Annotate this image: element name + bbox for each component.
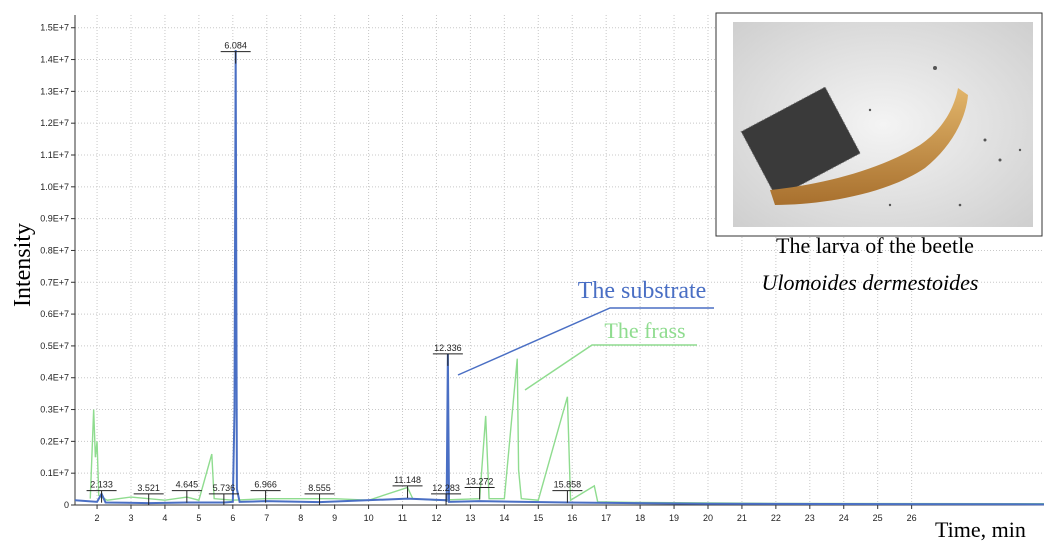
y-tick-label: 1.0E+7 bbox=[40, 182, 69, 192]
x-tick-label: 7 bbox=[264, 513, 269, 523]
y-tick-label: 1.4E+7 bbox=[40, 55, 69, 65]
y-tick-label: 1.3E+7 bbox=[40, 86, 69, 96]
x-axis-label: Time, min bbox=[935, 517, 1026, 541]
x-tick-label: 3 bbox=[128, 513, 133, 523]
y-tick-label: 0 bbox=[64, 500, 69, 510]
y-tick-label: 0.3E+7 bbox=[40, 405, 69, 415]
y-tick-label: 0.8E+7 bbox=[40, 245, 69, 255]
x-tick-label: 26 bbox=[907, 513, 917, 523]
peak-label: 2.133 bbox=[90, 480, 113, 490]
series-annotation: The frass bbox=[604, 318, 685, 343]
x-tick-label: 13 bbox=[465, 513, 475, 523]
x-tick-label: 4 bbox=[162, 513, 167, 523]
x-tick-label: 25 bbox=[873, 513, 883, 523]
y-tick-label: 0.9E+7 bbox=[40, 214, 69, 224]
peak-label: 12.336 bbox=[434, 343, 462, 353]
x-tick-label: 20 bbox=[703, 513, 713, 523]
y-tick-label: 0.6E+7 bbox=[40, 309, 69, 319]
peak-label: 6.966 bbox=[254, 480, 277, 490]
peak-label: 11.148 bbox=[394, 475, 421, 485]
peak-label: 4.645 bbox=[176, 480, 199, 490]
x-tick-label: 18 bbox=[635, 513, 645, 523]
y-tick-label: 0.7E+7 bbox=[40, 277, 69, 287]
x-tick-label: 16 bbox=[567, 513, 577, 523]
inset-photo: The larva of the beetle Ulomoides dermes… bbox=[716, 13, 1042, 295]
y-tick-label: 0.2E+7 bbox=[40, 436, 69, 446]
peak-label: 3.521 bbox=[137, 483, 160, 493]
x-tick-label: 10 bbox=[364, 513, 374, 523]
y-tick-label: 1.1E+7 bbox=[40, 150, 69, 160]
peak-label: 8.555 bbox=[308, 483, 331, 493]
x-tick-label: 9 bbox=[332, 513, 337, 523]
peak-label: 12.283 bbox=[432, 483, 460, 493]
peak-label: 15.858 bbox=[554, 480, 582, 490]
y-tick-label: 1.2E+7 bbox=[40, 118, 69, 128]
y-tick-label: 0.5E+7 bbox=[40, 341, 69, 351]
x-tick-label: 6 bbox=[230, 513, 235, 523]
x-tick-label: 23 bbox=[805, 513, 815, 523]
x-tick-label: 24 bbox=[839, 513, 849, 523]
caption-line: The larva of the beetle bbox=[776, 233, 974, 258]
x-tick-label: 14 bbox=[499, 513, 509, 523]
y-tick-label: 1.5E+7 bbox=[40, 23, 69, 33]
y-tick-label: 0.1E+7 bbox=[40, 468, 69, 478]
x-tick-label: 8 bbox=[298, 513, 303, 523]
series-annotation: The substrate bbox=[578, 278, 707, 304]
x-tick-label: 11 bbox=[398, 513, 407, 523]
x-tick-label: 21 bbox=[737, 513, 747, 523]
peak-label: 6.084 bbox=[224, 41, 247, 51]
caption-line: Ulomoides dermestoides bbox=[762, 270, 979, 295]
y-tick-label: 0.4E+7 bbox=[40, 373, 69, 383]
x-tick-label: 22 bbox=[771, 513, 781, 523]
leader-line bbox=[525, 345, 697, 390]
chart: 0 0.1E+7 0.2E+7 0.3E+7 0.4E+7 0.5E+7 0.6E+7 0.7… bbox=[0, 0, 1044, 541]
x-tick-label: 19 bbox=[669, 513, 679, 523]
y-axis-label: Intensity bbox=[10, 223, 36, 307]
x-tick-label: 17 bbox=[601, 513, 611, 523]
x-tick-label: 15 bbox=[533, 513, 543, 523]
x-tick-label: 2 bbox=[95, 513, 100, 523]
x-tick-label: 5 bbox=[196, 513, 201, 523]
peak-label: 13.272 bbox=[466, 477, 494, 487]
peak-label: 5.736 bbox=[213, 483, 236, 493]
x-tick-label: 12 bbox=[431, 513, 441, 523]
